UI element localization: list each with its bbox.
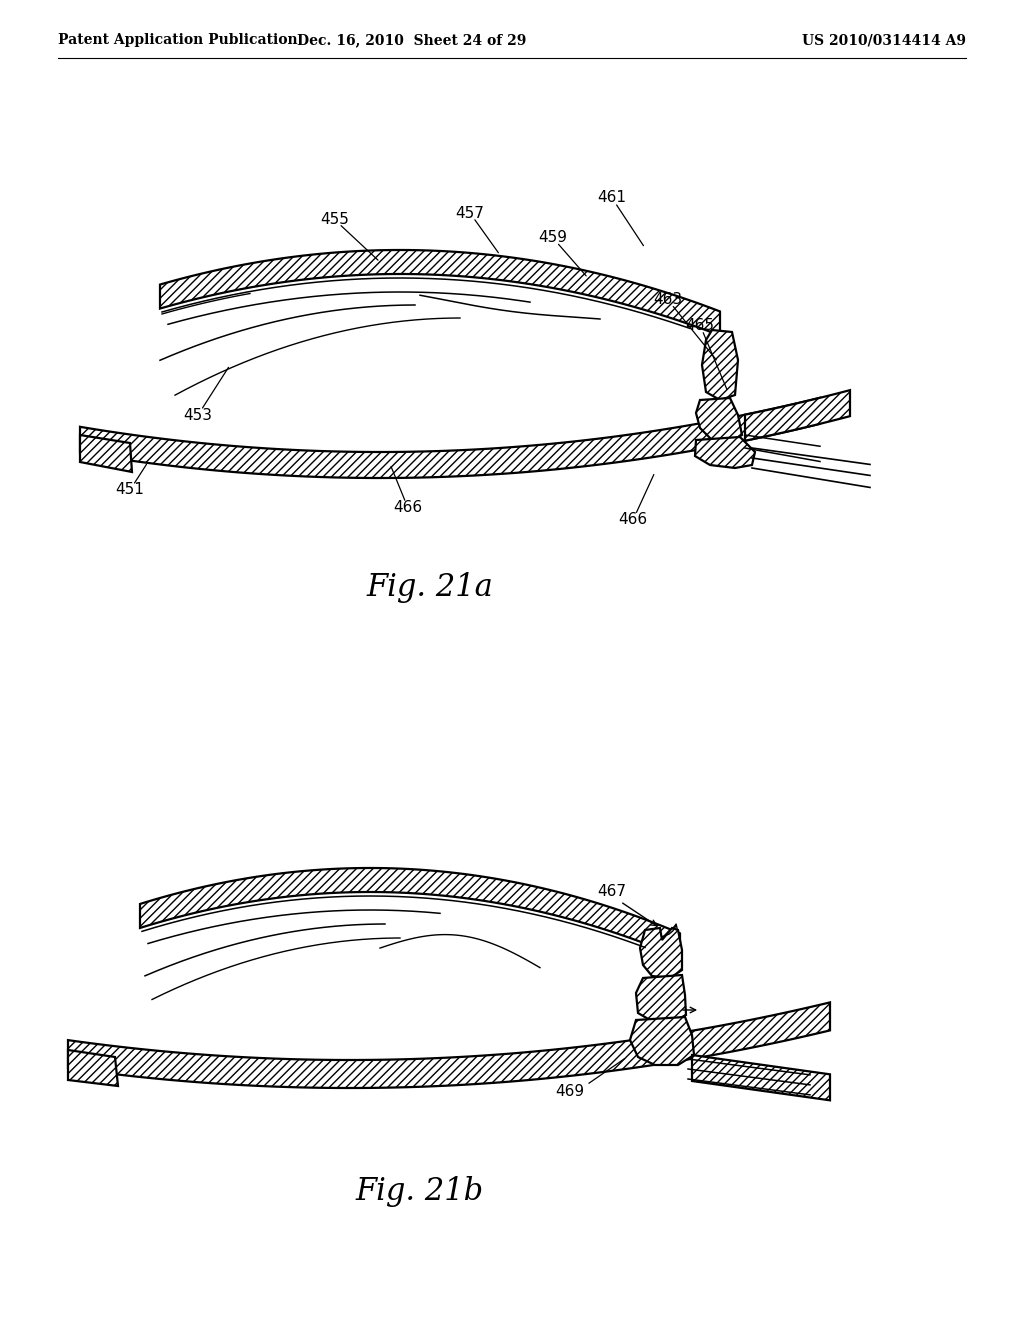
Polygon shape	[68, 1002, 830, 1088]
Text: 457: 457	[456, 206, 484, 220]
Text: 461: 461	[597, 190, 627, 206]
Text: 466: 466	[393, 500, 423, 516]
Text: Fig. 21a: Fig. 21a	[367, 572, 494, 603]
Polygon shape	[140, 869, 680, 957]
Polygon shape	[745, 391, 850, 441]
Text: 455: 455	[321, 213, 349, 227]
Polygon shape	[702, 330, 738, 400]
Polygon shape	[696, 399, 742, 442]
Polygon shape	[630, 1016, 694, 1065]
Text: 469: 469	[555, 1085, 585, 1100]
Text: Patent Application Publication: Patent Application Publication	[58, 33, 298, 48]
Text: 453: 453	[183, 408, 213, 422]
Text: 459: 459	[539, 231, 567, 246]
Polygon shape	[160, 249, 720, 335]
Text: 451: 451	[116, 483, 144, 498]
Polygon shape	[80, 436, 132, 473]
Text: 467: 467	[597, 884, 627, 899]
Text: 466: 466	[618, 512, 647, 528]
Polygon shape	[695, 437, 755, 469]
Polygon shape	[640, 928, 682, 978]
Polygon shape	[80, 397, 820, 478]
Text: Fig. 21b: Fig. 21b	[356, 1176, 484, 1206]
Text: Dec. 16, 2010  Sheet 24 of 29: Dec. 16, 2010 Sheet 24 of 29	[297, 33, 526, 48]
Text: 465: 465	[685, 318, 715, 333]
Text: US 2010/0314414 A9: US 2010/0314414 A9	[802, 33, 966, 48]
Text: 463: 463	[653, 293, 683, 308]
Polygon shape	[68, 1049, 118, 1086]
Polygon shape	[692, 1055, 830, 1101]
Polygon shape	[636, 975, 686, 1022]
